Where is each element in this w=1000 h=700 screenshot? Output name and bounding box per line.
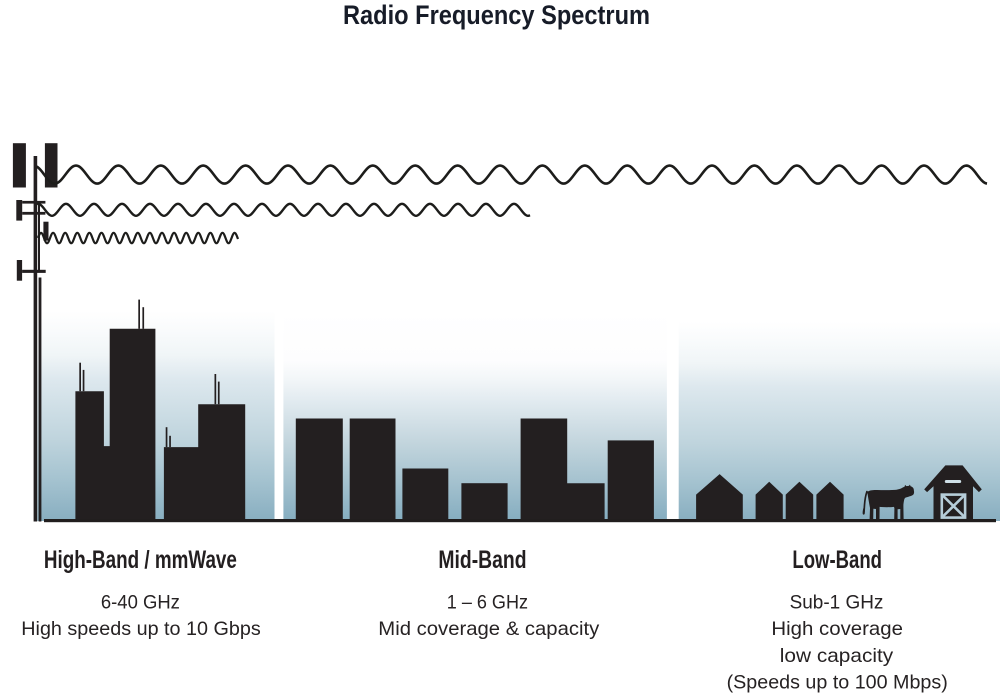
svg-text:6-40 GHz: 6-40 GHz [101, 592, 180, 614]
svg-text:High speeds up to 10 Gbps: High speeds up to 10 Gbps [21, 618, 261, 640]
svg-text:Mid coverage & capacity: Mid coverage & capacity [378, 618, 599, 640]
svg-text:Mid-Band: Mid-Band [438, 546, 526, 574]
svg-text:low capacity: low capacity [780, 645, 894, 667]
svg-text:Radio Frequency Spectrum: Radio Frequency Spectrum [343, 0, 650, 30]
svg-text:High-Band / mmWave: High-Band / mmWave [44, 546, 237, 574]
svg-text:High coverage: High coverage [771, 618, 903, 640]
svg-text:Low-Band: Low-Band [792, 546, 882, 574]
svg-text:1 – 6 GHz: 1 – 6 GHz [447, 592, 528, 614]
svg-text:(Speeds up to 100 Mbps): (Speeds up to 100 Mbps) [727, 671, 948, 693]
svg-text:Sub-1 GHz: Sub-1 GHz [790, 592, 884, 614]
